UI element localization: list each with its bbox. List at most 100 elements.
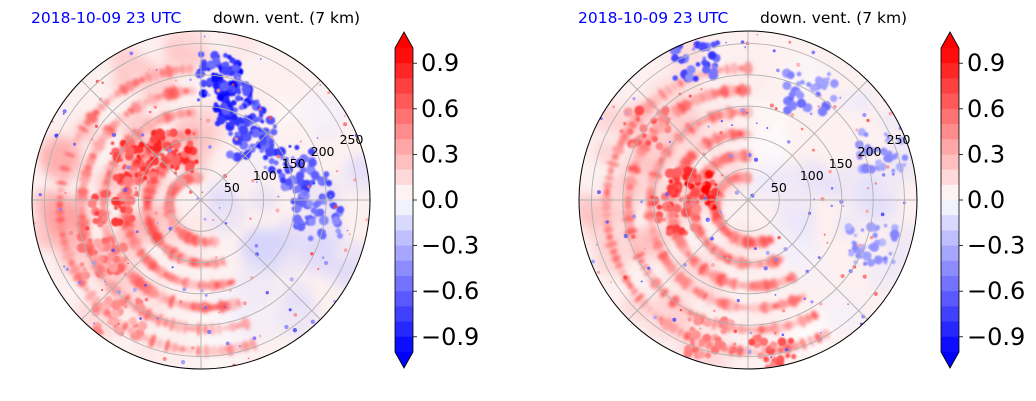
speckle-cell [135,230,139,234]
feature-red-cell [778,347,784,353]
feature-red-cell [665,228,674,237]
band-cell [164,339,171,353]
feature-blue-cell [262,154,269,161]
feature-red-cell [672,167,683,178]
left-polar-grid [32,31,370,369]
feature-red-cell [702,333,712,343]
feature-red-cell [704,199,711,206]
band-cell [147,259,157,271]
feature-red-cell [766,346,772,351]
feature-red-cell [111,196,121,206]
feature-blue-cell [883,224,888,228]
speckle-cell [865,209,869,214]
feature-red-cell [123,164,127,168]
speckle-cell [155,68,158,71]
band-cell [643,269,653,277]
feature-blue-cell [206,67,211,72]
speckle-cell [765,250,770,255]
left-colorbar-tick-neg-0.9: −0.9 [421,323,479,351]
colorbar-extend-min [941,352,959,368]
feature-red-cell [136,154,141,159]
feature-blue-cell [806,81,812,87]
band-cell [686,281,696,294]
speckle-cell [772,49,776,53]
left-radial-label-200: 200 [311,144,335,159]
feature-red-cell [118,242,129,253]
speckle-cell [258,334,262,338]
feature-red-cell [171,139,181,150]
colorbar-band [395,200,413,216]
left-radial-label-50: 50 [224,180,240,195]
speckle-cell [790,113,795,117]
band-cell [190,107,197,118]
band-cell [180,64,185,75]
left-title-variable: down. vent. (7 km) [213,9,360,27]
feature-red-cell [651,135,658,143]
speckle-cell [317,267,320,271]
colorbar-band [395,260,413,277]
speckle-cell [139,317,142,320]
band-cell [630,240,638,248]
band-cell [607,166,615,176]
speckle-cell [216,88,221,93]
feature-blue-cell [238,125,249,135]
band-cell [55,209,65,216]
speckle-cell [64,191,67,195]
band-cell [212,236,221,246]
feature-blue-cell [862,251,872,261]
band-cell [625,184,634,191]
left-radial-labels: 50 100 150 200 250 [224,132,364,195]
band-cell [218,345,227,356]
speckle-cell [254,244,259,248]
speckle-cell [668,140,671,144]
speckle-cell [327,90,331,95]
azimuth-line-45 [200,80,321,201]
band-cell [250,337,257,351]
speckle-cell [348,233,351,236]
band-cell [624,176,638,187]
band-cell [616,138,626,149]
speckle-cell [596,270,601,274]
feature-red-cell [92,249,98,255]
band-cell [123,111,130,118]
feature-blue-cell [296,222,306,232]
band-cell [85,111,98,124]
band-cell [627,164,641,175]
colorbar-band [395,276,413,292]
field-cell [261,62,295,97]
colorbar-band [395,291,413,307]
azimuth-line-315 [747,199,868,320]
feature-red-cell [677,227,686,236]
feature-red-cell [96,242,105,251]
right-colorbar-tick-0.9: 0.9 [967,49,1005,77]
left-colorbar: 0.9 0.6 0.3 0.0 −0.3 −0.6 −0.9 [394,31,479,369]
speckle-cell [817,256,821,260]
speckle-cell [212,218,215,221]
feature-red-cell [733,342,737,346]
feature-blue-cell [710,41,718,48]
feature-blue-cell [710,68,719,76]
feature-red-cell [759,337,769,347]
band-cell [120,321,129,332]
feature-red-cell [92,217,99,225]
speckle-cell [817,105,820,108]
band-cell [164,65,174,78]
speckle-cell [796,62,801,67]
field-cell [785,240,808,264]
band-cell [603,188,611,198]
feature-blue-cell [229,120,236,127]
feature-blue-cell [204,90,208,95]
feature-red-cell [138,330,144,336]
speckle-cell [365,218,369,222]
feature-blue-cell [307,235,314,242]
feature-blue-cell [242,132,252,142]
band-cell [696,288,704,299]
feature-red-cell [79,262,85,267]
speckle-cell [632,214,636,219]
field-cell [275,293,321,339]
feature-blue-cell [695,62,701,67]
speckle-cell [776,68,780,73]
speckle-cell [299,140,302,143]
feature-red-cell [128,164,135,171]
band-cell [603,225,613,234]
